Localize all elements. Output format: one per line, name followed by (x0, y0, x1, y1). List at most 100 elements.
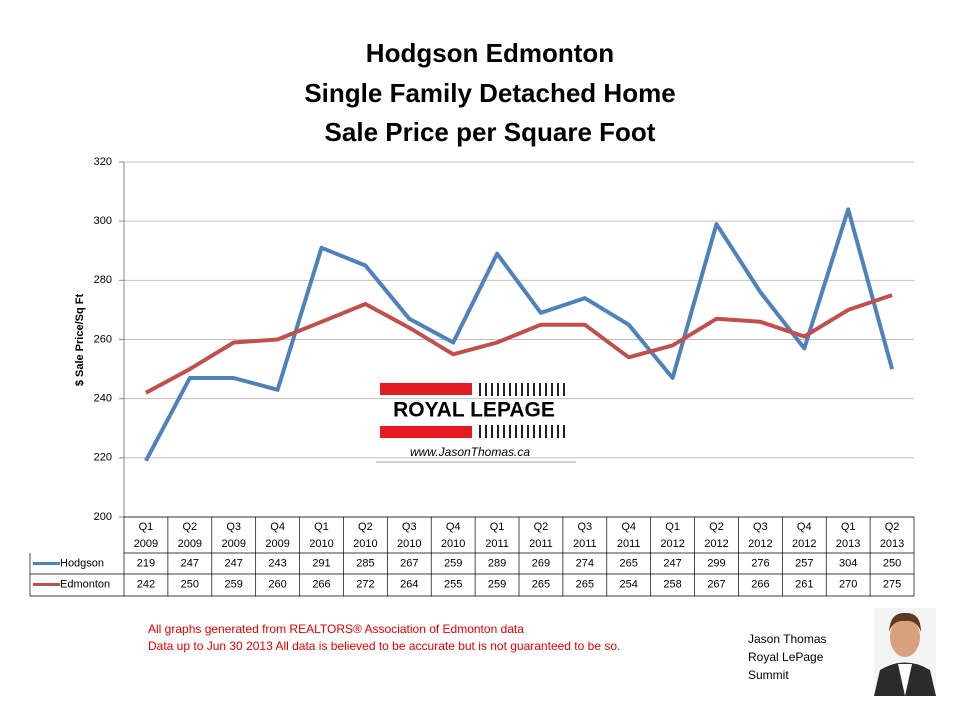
x-tick-label: 2009 (178, 538, 202, 550)
signature: Summit (748, 668, 789, 682)
x-tick-label: Q3 (402, 521, 417, 533)
table-value: 260 (268, 578, 286, 590)
y-tick-label: 280 (94, 274, 112, 286)
table-value: 258 (663, 578, 681, 590)
y-tick-label: 220 (94, 452, 112, 464)
legend-label: Edmonton (60, 578, 110, 590)
x-tick-label: Q2 (182, 521, 197, 533)
table-value: 265 (620, 557, 638, 569)
x-tick-label: 2009 (134, 538, 158, 550)
x-tick-label: 2010 (441, 538, 465, 550)
y-axis-label: $ Sale Price/Sq Ft (74, 294, 86, 387)
table-value: 219 (137, 557, 155, 569)
table-value: 254 (620, 578, 638, 590)
y-tick-label: 260 (94, 333, 112, 345)
x-tick-label: Q2 (358, 521, 373, 533)
x-tick-label: 2013 (836, 538, 860, 550)
table-value: 247 (663, 557, 681, 569)
table-value: 265 (532, 578, 550, 590)
table-value: 250 (883, 557, 901, 569)
x-tick-label: 2011 (617, 538, 641, 550)
x-tick-label: 2013 (880, 538, 904, 550)
x-tick-label: 2010 (353, 538, 377, 550)
x-tick-label: 2009 (221, 538, 245, 550)
portrait-face (890, 617, 920, 657)
signature: Royal LePage (748, 650, 824, 664)
table-value: 289 (488, 557, 506, 569)
table-value: 267 (400, 557, 418, 569)
x-tick-label: 2010 (397, 538, 421, 550)
x-tick-label: Q1 (314, 521, 329, 533)
x-tick-label: Q3 (226, 521, 241, 533)
legend-label: Hodgson (60, 557, 104, 569)
table-value: 270 (839, 578, 857, 590)
table-value: 250 (181, 578, 199, 590)
x-tick-label: Q4 (446, 521, 461, 533)
x-tick-label: Q1 (139, 521, 154, 533)
chart-title: Hodgson Edmonton (366, 38, 614, 68)
portrait-hair (889, 612, 921, 632)
table-value: 247 (181, 557, 199, 569)
logo-website: www.JasonThomas.ca (410, 445, 530, 459)
table-value: 272 (356, 578, 374, 590)
table-value: 285 (356, 557, 374, 569)
x-tick-label: 2012 (792, 538, 816, 550)
chart-title: Single Family Detached Home (304, 78, 675, 108)
x-tick-label: 2012 (748, 538, 772, 550)
footer-note: All graphs generated from REALTORS® Asso… (148, 622, 524, 636)
x-tick-label: 2011 (573, 538, 597, 550)
x-tick-label: Q1 (490, 521, 505, 533)
table-value: 265 (576, 578, 594, 590)
logo-bar (380, 426, 472, 438)
x-tick-label: 2011 (529, 538, 553, 550)
logo-bar (380, 383, 472, 395)
x-tick-label: Q1 (665, 521, 680, 533)
table-value: 261 (795, 578, 813, 590)
table-value: 304 (839, 557, 857, 569)
x-tick-label: Q2 (534, 521, 549, 533)
table-value: 275 (883, 578, 901, 590)
y-tick-label: 240 (94, 393, 112, 405)
table-value: 264 (400, 578, 418, 590)
portrait (874, 608, 936, 696)
x-tick-label: Q4 (621, 521, 636, 533)
table-value: 274 (576, 557, 594, 569)
x-tick-label: Q2 (885, 521, 900, 533)
table-value: 242 (137, 578, 155, 590)
portrait-shirt (898, 664, 912, 696)
x-tick-label: Q3 (753, 521, 768, 533)
logo-brand: ROYAL LEPAGE (393, 399, 555, 422)
footer-note: Data up to Jun 30 2013 All data is belie… (148, 639, 620, 653)
series-line (144, 293, 893, 395)
table-value: 259 (488, 578, 506, 590)
x-tick-label: 2012 (660, 538, 684, 550)
y-tick-label: 300 (94, 215, 112, 227)
table-value: 257 (795, 557, 813, 569)
x-tick-label: 2009 (265, 538, 289, 550)
table-value: 299 (707, 557, 725, 569)
x-tick-label: 2011 (485, 538, 509, 550)
chart-title: Sale Price per Square Foot (325, 117, 656, 147)
table-value: 259 (225, 578, 243, 590)
signature: Jason Thomas (748, 632, 827, 646)
table-value: 267 (707, 578, 725, 590)
logo-barcode (479, 383, 565, 438)
table-value: 291 (312, 557, 330, 569)
x-tick-label: Q4 (797, 521, 812, 533)
y-tick-label: 200 (94, 511, 112, 523)
x-tick-label: Q2 (709, 521, 724, 533)
table-value: 266 (751, 578, 769, 590)
x-tick-label: 2012 (704, 538, 728, 550)
x-tick-label: Q1 (841, 521, 856, 533)
logo: ROYAL LEPAGE www.JasonThomas.ca (376, 383, 576, 463)
x-tick-label: 2010 (309, 538, 333, 550)
x-tick-label: Q3 (577, 521, 592, 533)
table-value: 266 (312, 578, 330, 590)
series-line (144, 207, 895, 462)
table-value: 255 (444, 578, 462, 590)
x-tick-label: Q4 (270, 521, 285, 533)
table-value: 259 (444, 557, 462, 569)
table-value: 269 (532, 557, 550, 569)
table-value: 243 (268, 557, 286, 569)
